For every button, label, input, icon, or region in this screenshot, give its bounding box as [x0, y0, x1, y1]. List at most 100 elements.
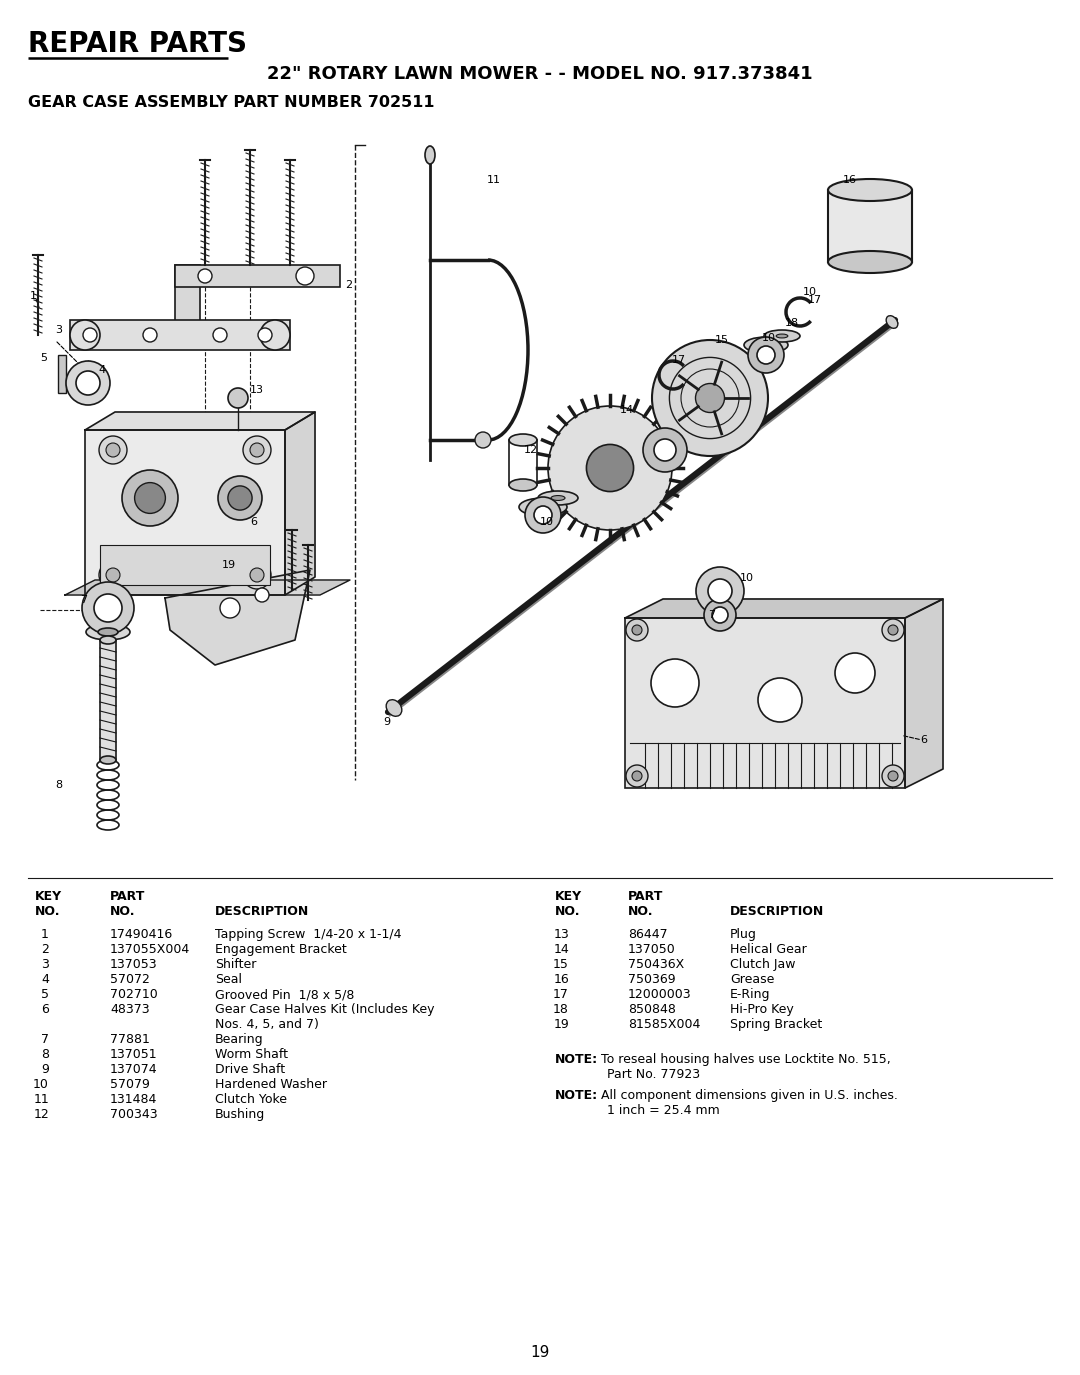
- Text: 1: 1: [41, 928, 49, 941]
- Circle shape: [758, 678, 802, 722]
- Polygon shape: [65, 580, 350, 595]
- Circle shape: [651, 659, 699, 707]
- Text: Gear Case Halves Kit (Includes Key: Gear Case Halves Kit (Includes Key: [215, 1002, 434, 1016]
- Polygon shape: [625, 600, 943, 617]
- Text: 750436X: 750436X: [627, 958, 685, 971]
- Text: 137050: 137050: [627, 943, 676, 956]
- Circle shape: [748, 337, 784, 373]
- Circle shape: [198, 270, 212, 283]
- Text: 7: 7: [708, 610, 715, 620]
- Circle shape: [213, 329, 227, 342]
- Text: 17: 17: [808, 296, 822, 305]
- Text: 77881: 77881: [110, 1033, 150, 1046]
- Text: Clutch Yoke: Clutch Yoke: [215, 1093, 287, 1106]
- Circle shape: [255, 588, 269, 602]
- Circle shape: [835, 653, 875, 693]
- Text: To reseal housing halves use Locktite No. 515,: To reseal housing halves use Locktite No…: [597, 1053, 891, 1066]
- Circle shape: [652, 340, 768, 456]
- Text: 1: 1: [30, 292, 37, 301]
- Text: Worm Shaft: Worm Shaft: [215, 1048, 288, 1062]
- Bar: [58, 355, 66, 393]
- Text: Shifter: Shifter: [215, 958, 256, 971]
- Ellipse shape: [744, 337, 788, 353]
- Text: 10: 10: [804, 287, 816, 297]
- Text: 2: 2: [41, 943, 49, 956]
- Text: 86447: 86447: [627, 928, 667, 941]
- Polygon shape: [85, 430, 285, 595]
- Circle shape: [888, 626, 897, 635]
- Circle shape: [76, 371, 100, 395]
- Text: Drive Shaft: Drive Shaft: [215, 1063, 285, 1077]
- Text: NO.: NO.: [110, 905, 135, 918]
- Text: DESCRIPTION: DESCRIPTION: [730, 905, 824, 918]
- Text: 12000003: 12000003: [627, 989, 691, 1001]
- Bar: [100, 639, 116, 760]
- Text: 850848: 850848: [627, 1002, 676, 1016]
- Circle shape: [106, 568, 120, 582]
- Text: 13: 13: [553, 928, 569, 941]
- Circle shape: [94, 594, 122, 622]
- Text: 10: 10: [762, 333, 777, 342]
- Text: Tapping Screw  1/4-20 x 1-1/4: Tapping Screw 1/4-20 x 1-1/4: [215, 928, 402, 941]
- Text: 14: 14: [620, 406, 634, 415]
- Circle shape: [258, 329, 272, 342]
- Text: 137055X004: 137055X004: [110, 943, 190, 956]
- Ellipse shape: [538, 491, 578, 505]
- Text: 10: 10: [740, 573, 754, 583]
- Text: Hi-Pro Key: Hi-Pro Key: [730, 1002, 794, 1016]
- Ellipse shape: [86, 624, 130, 639]
- Text: 57072: 57072: [110, 974, 150, 986]
- Text: Spring Bracket: Spring Bracket: [730, 1018, 822, 1031]
- Text: NO.: NO.: [627, 905, 653, 918]
- Bar: [70, 320, 291, 351]
- Bar: [100, 544, 270, 584]
- Polygon shape: [905, 600, 943, 788]
- Ellipse shape: [759, 342, 773, 348]
- Text: 15: 15: [715, 336, 729, 345]
- Text: NOTE:: NOTE:: [555, 1089, 598, 1101]
- Text: REPAIR PARTS: REPAIR PARTS: [28, 30, 247, 58]
- Circle shape: [228, 485, 252, 510]
- Text: 4: 4: [98, 364, 105, 375]
- Bar: [175, 265, 340, 287]
- Text: Grooved Pin  1/8 x 5/8: Grooved Pin 1/8 x 5/8: [215, 989, 354, 1001]
- Circle shape: [66, 362, 110, 406]
- Text: 13: 13: [249, 385, 264, 395]
- Text: 3: 3: [41, 958, 49, 971]
- Circle shape: [243, 561, 271, 588]
- Bar: [175, 265, 200, 345]
- Circle shape: [218, 476, 262, 520]
- Circle shape: [249, 568, 264, 582]
- Circle shape: [626, 765, 648, 786]
- Text: DESCRIPTION: DESCRIPTION: [215, 905, 309, 918]
- Text: PART: PART: [627, 890, 663, 903]
- Ellipse shape: [98, 628, 118, 637]
- Text: 137051: 137051: [110, 1048, 158, 1062]
- Text: 81585X004: 81585X004: [627, 1018, 700, 1031]
- Text: 10: 10: [33, 1078, 49, 1090]
- Text: 18: 18: [553, 1002, 569, 1016]
- Circle shape: [99, 436, 127, 463]
- Circle shape: [708, 579, 732, 604]
- Circle shape: [83, 329, 97, 342]
- Text: 6: 6: [920, 736, 927, 745]
- Ellipse shape: [426, 146, 435, 164]
- Text: Helical Gear: Helical Gear: [730, 943, 807, 956]
- Text: 8: 8: [55, 780, 63, 791]
- Text: 7: 7: [80, 595, 87, 605]
- Circle shape: [882, 765, 904, 786]
- Text: 17490416: 17490416: [110, 928, 173, 941]
- Text: 12: 12: [524, 446, 538, 455]
- Text: 15: 15: [553, 958, 569, 971]
- Circle shape: [106, 443, 120, 456]
- Polygon shape: [828, 190, 912, 263]
- Circle shape: [586, 444, 634, 491]
- Text: 11: 11: [33, 1093, 49, 1106]
- Text: 17: 17: [553, 989, 569, 1001]
- Text: 700343: 700343: [110, 1108, 158, 1121]
- Ellipse shape: [100, 637, 116, 644]
- Text: 2: 2: [345, 280, 352, 290]
- Circle shape: [534, 506, 552, 524]
- Text: 22" ROTARY LAWN MOWER - - MODEL NO. 917.373841: 22" ROTARY LAWN MOWER - - MODEL NO. 917.…: [267, 65, 813, 82]
- Text: 5: 5: [40, 353, 48, 363]
